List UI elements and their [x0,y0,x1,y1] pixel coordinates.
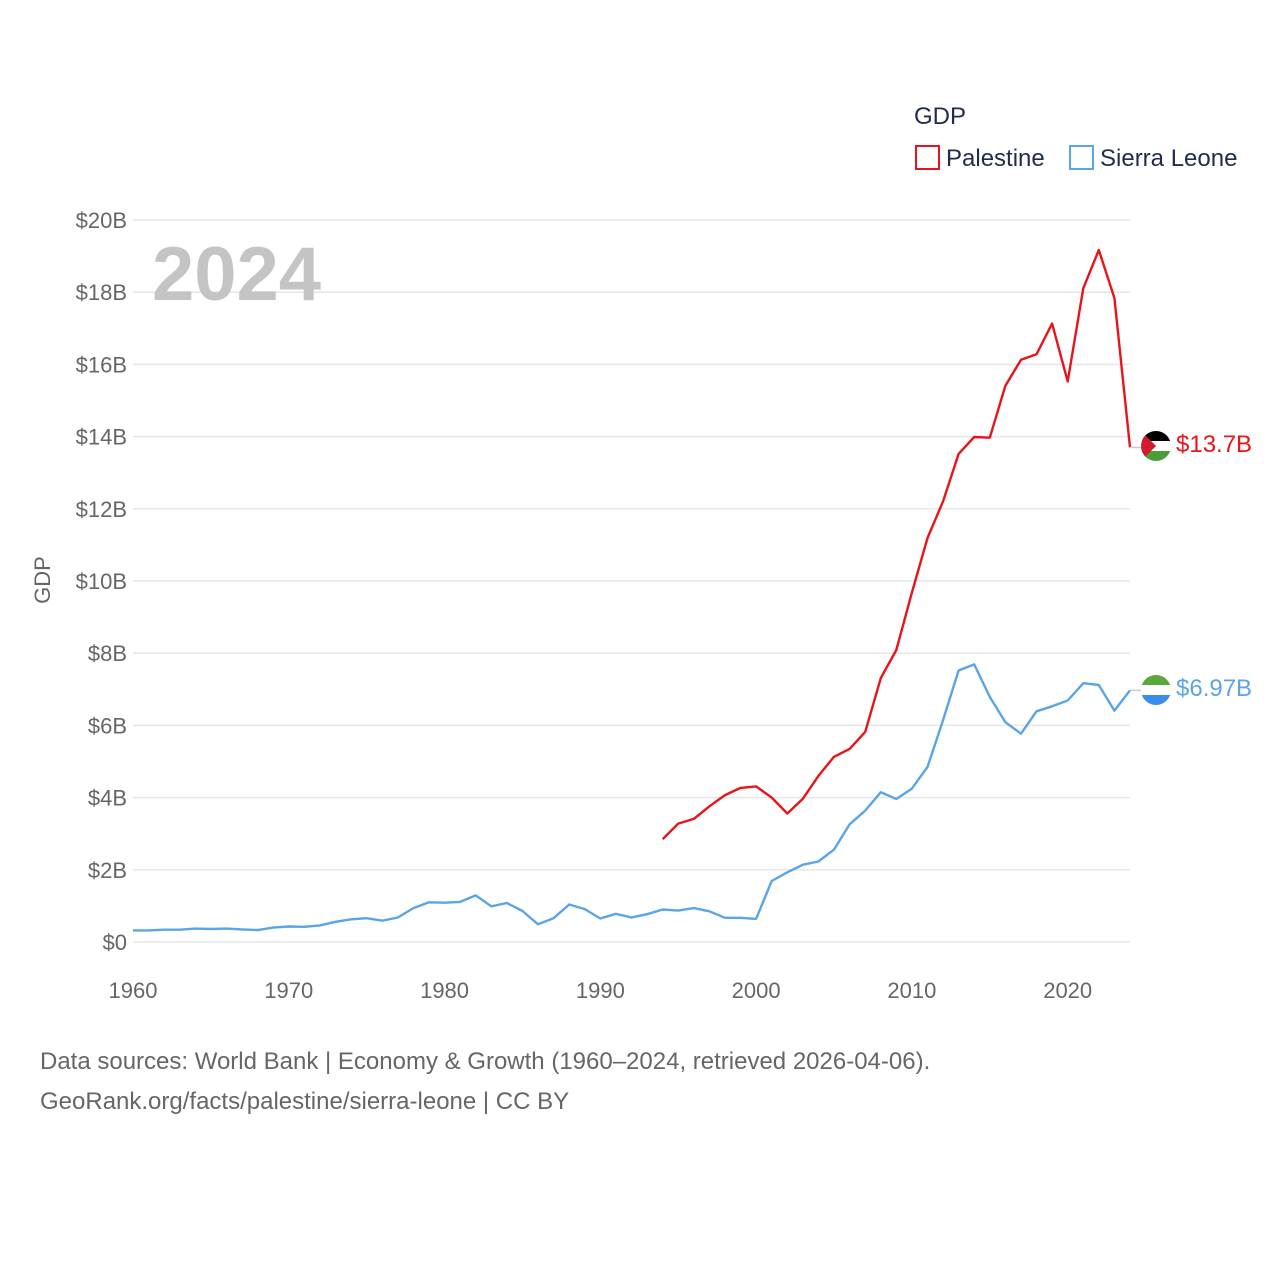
x-tick-label: 1990 [576,978,625,1003]
data-source-note: Data sources: World Bank | Economy & Gro… [40,1048,931,1075]
y-axis-title: GDP [30,556,55,604]
palestine-end-label: $13.7B [1176,431,1252,458]
y-tick-label: $16B [76,352,127,377]
palestine-flag-icon [1141,431,1171,461]
gdp-chart: $0 $2B $4B $6B $8B $10B $12B $14B $16B $18B $20B 1… [30,103,1252,1003]
y-tick-label: $0 [103,930,127,955]
legend[interactable]: GDP Palestine Sierra Leone [914,103,1237,172]
legend-label-sierra-leone[interactable]: Sierra Leone [1100,145,1237,172]
attribution-link[interactable]: GeoRank.org/facts/palestine/sierra-leone… [40,1088,570,1115]
y-tick-label: $20B [76,208,127,233]
x-tick-label: 2020 [1043,978,1092,1003]
x-tick-label: 1980 [420,978,469,1003]
legend-title: GDP [914,103,966,130]
x-tick-label: 1970 [264,978,313,1003]
series-line-palestine[interactable] [661,248,1132,840]
x-axis-labels: 1960 1970 1980 1990 2000 2010 2020 [109,978,1093,1003]
sierra-leone-flag-icon [1141,675,1171,705]
y-tick-label: $6B [88,713,127,738]
y-tick-label: $12B [76,497,127,522]
y-tick-label: $4B [88,786,127,811]
y-tick-label: $14B [76,425,127,450]
x-tick-label: 1960 [109,978,158,1003]
series-line-sierra-leone[interactable] [133,663,1131,932]
x-tick-label: 2010 [887,978,936,1003]
y-tick-label: $18B [76,280,127,305]
footer: Data sources: World Bank | Economy & Gro… [40,1042,1240,1122]
series-lines [133,248,1141,932]
y-tick-label: $8B [88,641,127,666]
y-tick-label: $10B [76,569,127,594]
sierra-leone-end-label: $6.97B [1176,675,1252,702]
year-label: 2024 [152,232,321,317]
legend-label-palestine[interactable]: Palestine [946,145,1045,172]
y-tick-label: $2B [88,858,127,883]
y-axis-labels: $0 $2B $4B $6B $8B $10B $12B $14B $16B $18B $20B [76,208,127,955]
grid-lines [133,219,1130,943]
legend-swatch-palestine[interactable] [915,145,940,170]
x-tick-label: 2000 [732,978,781,1003]
legend-swatch-sierra-leone[interactable] [1069,145,1094,170]
